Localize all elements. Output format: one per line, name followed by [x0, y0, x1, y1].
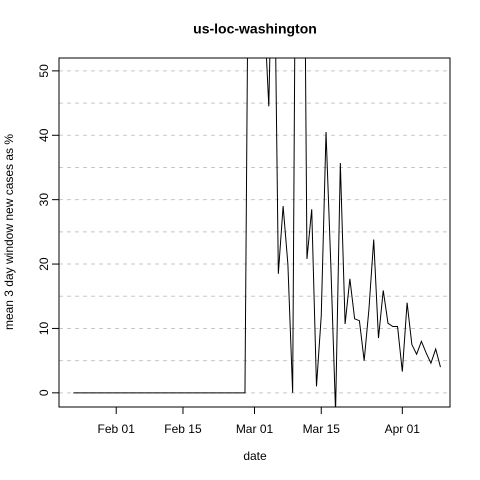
y-tick-label: 10	[37, 321, 51, 335]
data-line	[73, 58, 441, 407]
x-tick-label: Feb 15	[164, 422, 202, 436]
y-tick-label: 50	[37, 64, 51, 78]
chart-title: us-loc-washington	[193, 21, 317, 37]
plot-area	[73, 58, 441, 407]
y-tick-label: 30	[37, 193, 51, 207]
y-axis-title: mean 3 day window new cases as %	[2, 134, 16, 330]
y-tick-label: 40	[37, 128, 51, 142]
x-tick-label: Mar 15	[303, 422, 341, 436]
x-tick-label: Apr 01	[385, 422, 421, 436]
y-tick-label: 0	[37, 389, 51, 396]
x-axis-title: date	[243, 449, 267, 463]
x-tick-label: Feb 01	[98, 422, 136, 436]
x-tick-label: Mar 01	[236, 422, 274, 436]
y-tick-label: 20	[37, 257, 51, 271]
plot-frame	[58, 57, 451, 408]
